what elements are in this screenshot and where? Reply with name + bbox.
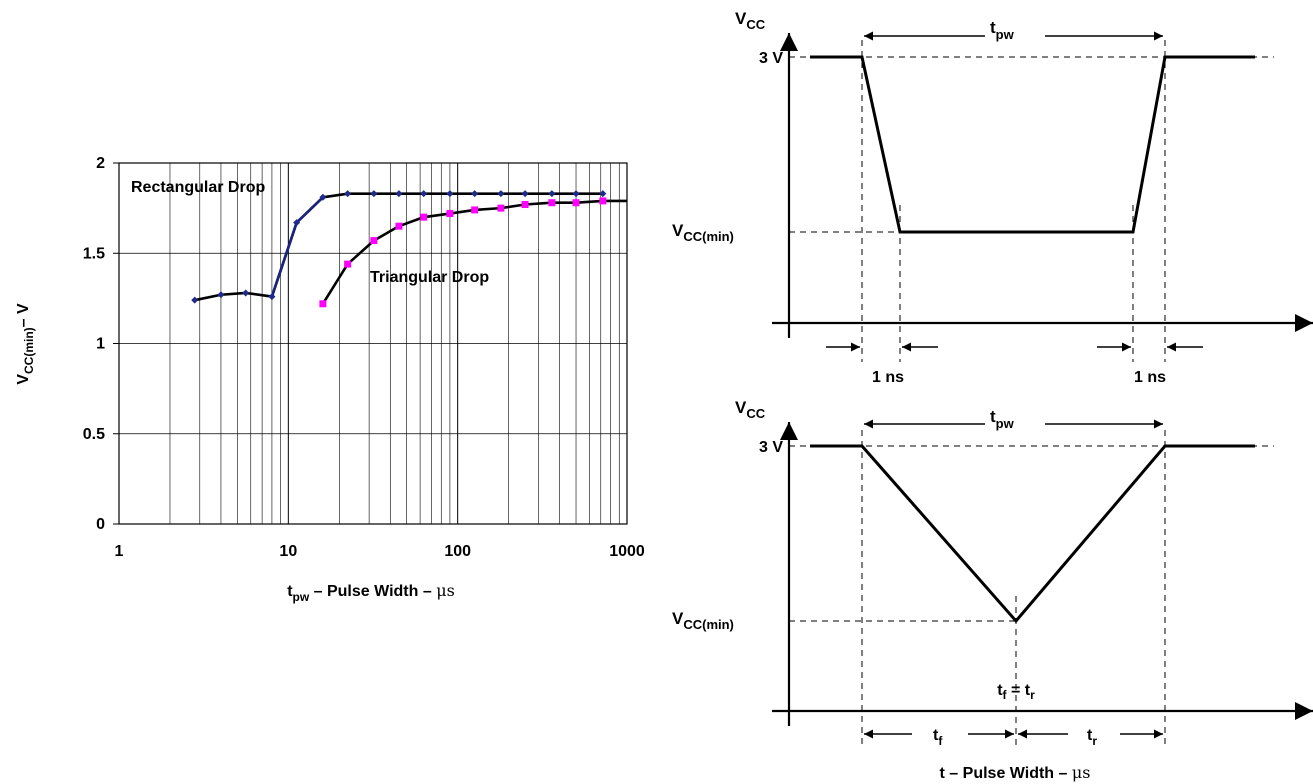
rectangular-drop-annotation: Rectangular Drop [131, 179, 265, 196]
grid-lines [119, 163, 627, 524]
triangular-drop-point [319, 300, 327, 308]
tpw-label: tpw [990, 407, 1015, 431]
triangular-drop-point [395, 222, 403, 230]
rectangular-drop-point [395, 190, 403, 198]
rectangular-drop-point [268, 293, 276, 301]
x-tick-label: 1 [115, 543, 124, 560]
tf-label: tf [933, 727, 943, 748]
vcc-label: VCC [735, 9, 766, 32]
rectangular-drop-diagram: VCC tpw 3 V VCC(min) 1 ns 1 ns [672, 9, 1313, 386]
rectangular-drop-point [191, 296, 199, 304]
rectangular-drop-point [242, 289, 250, 297]
series-markers [191, 190, 607, 308]
y-axis-label: VCC(min)– V [15, 303, 36, 385]
y-tick-label: 2 [96, 155, 105, 172]
1ns-label-left: 1 ns [872, 369, 904, 386]
triangular-drop-point [572, 199, 580, 207]
triangular-drop-point [344, 260, 352, 268]
y-tick-label: 1.5 [83, 245, 105, 262]
tf-equals-tr-label: tf = tr [997, 682, 1035, 702]
triangular-drop-point [599, 197, 607, 205]
rectangular-drop-point [370, 190, 378, 198]
rectangular-drop-point [293, 219, 301, 227]
triangular-drop-point [471, 206, 479, 214]
x-tick-label: 10 [279, 543, 297, 560]
x-tick-label: 100 [444, 543, 471, 560]
y-tick-label: 0.5 [83, 426, 105, 443]
rectangular-drop-steep-segment [270, 196, 324, 297]
y-tick-label: 1 [96, 336, 105, 353]
rectangular-drop-point [572, 190, 580, 198]
triangular-waveform [810, 444, 1255, 624]
1ns-label-right: 1 ns [1134, 369, 1166, 386]
vcc-label: VCC [735, 398, 766, 421]
x-tick-label: 1000 [609, 543, 645, 560]
triangular-drop-diagram: VCC tpw 3 V VCC(min) tf = tr tf tr t – P… [672, 398, 1313, 782]
y-tick-label: 0 [96, 516, 105, 533]
pulse-width-caption: t – Pulse Width – μs [940, 763, 1091, 782]
rectangular-drop-point [521, 190, 529, 198]
3v-label: 3 V [759, 439, 783, 456]
rectangular-drop-point [548, 190, 556, 198]
tpw-label: tpw [990, 18, 1015, 42]
rectangular-drop-point [217, 291, 225, 299]
vcc-min-label: VCC(min) [672, 221, 734, 244]
tick-labels: 0 0.5 1 1.5 2 1 10 100 1000 [83, 155, 645, 560]
rectangular-drop-point [471, 190, 479, 198]
rectangular-drop-point [344, 190, 352, 198]
rectangular-drop-point [420, 190, 428, 198]
3v-label: 3 V [759, 50, 783, 67]
triangular-drop-line [321, 199, 627, 305]
triangular-drop-point [370, 237, 378, 245]
triangular-drop-point [420, 213, 428, 221]
triangular-drop-point [497, 204, 505, 212]
triangular-drop-point [446, 210, 454, 218]
triangular-drop-annotation: Triangular Drop [370, 269, 489, 286]
rectangular-drop-point [497, 190, 505, 198]
vcc-min-vs-pulse-width-chart: 0 0.5 1 1.5 2 1 10 100 1000 Rectangular Drop Tri… [15, 155, 645, 604]
series-lines [194, 192, 627, 305]
triangular-drop-point [521, 201, 529, 209]
tr-label: tr [1087, 727, 1097, 748]
rectangular-drop-point [319, 193, 327, 201]
rectangular-waveform [810, 55, 1255, 234]
x-axis-label: tpw – Pulse Width – μs [287, 581, 455, 604]
rectangular-drop-point [446, 190, 454, 198]
vcc-min-label: VCC(min) [672, 609, 734, 632]
triangular-drop-point [548, 199, 556, 207]
rectangular-drop-point [599, 190, 607, 198]
